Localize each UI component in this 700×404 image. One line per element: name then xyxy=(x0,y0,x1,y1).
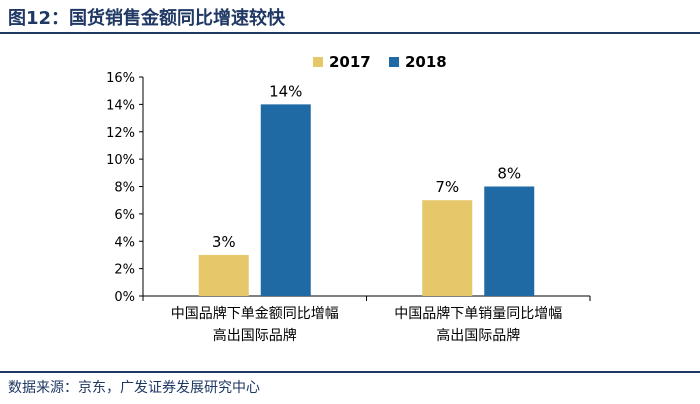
legend-swatch-2017 xyxy=(313,57,323,67)
y-tick-label: 10% xyxy=(106,153,135,168)
y-tick-label: 2% xyxy=(114,263,135,278)
y-tick-label: 12% xyxy=(106,126,135,141)
bar-2018-2 xyxy=(484,186,535,296)
y-tick-label: 8% xyxy=(114,181,135,196)
bar-chart: 2017 2018 0% 2% 4% 6% 8% 10% 12% 14% 16% 3% 14% 中国品牌下… xyxy=(106,53,591,344)
y-tick-label: 14% xyxy=(106,98,135,113)
figure-title: 图12：国货销售金额同比增速较快 xyxy=(8,8,286,29)
category-label: 中国品牌下单金额同比增幅 xyxy=(171,305,339,322)
y-tick-label: 0% xyxy=(114,290,135,305)
category-label: 高出国际品牌 xyxy=(213,327,297,344)
bar-2017-2 xyxy=(422,200,473,296)
legend-label-2018: 2018 xyxy=(405,53,447,71)
legend-label-2017: 2017 xyxy=(329,53,371,71)
data-label-2017-1: 3% xyxy=(212,233,236,251)
data-label-2017-2: 7% xyxy=(435,178,459,196)
data-label-2018-1: 14% xyxy=(269,82,302,100)
bottom-rule xyxy=(0,371,700,373)
source-note: 数据来源：京东，广发证券发展研究中心 xyxy=(8,380,260,396)
y-tick-label: 4% xyxy=(114,235,135,250)
top-rule xyxy=(0,32,700,34)
category-label: 中国品牌下单销量同比增幅 xyxy=(394,305,562,322)
legend-swatch-2018 xyxy=(389,57,399,67)
data-label-2018-2: 8% xyxy=(497,165,521,183)
bar-2018-1 xyxy=(260,104,311,296)
y-tick-label: 6% xyxy=(114,208,135,223)
bar-2017-1 xyxy=(198,254,249,296)
y-tick-label: 16% xyxy=(106,71,135,86)
category-label: 高出国际品牌 xyxy=(436,327,520,344)
